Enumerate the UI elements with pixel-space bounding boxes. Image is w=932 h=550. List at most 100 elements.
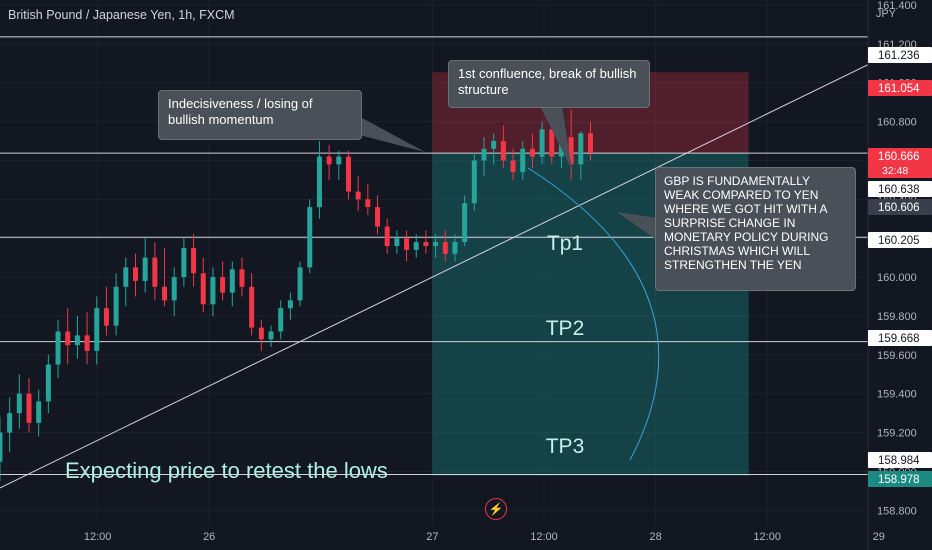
candle-body[interactable] (404, 238, 410, 250)
candle-body[interactable] (442, 242, 448, 254)
candle-body[interactable] (123, 267, 129, 287)
candle-body[interactable] (142, 257, 148, 281)
candle-body[interactable] (307, 207, 313, 268)
price-label-box[interactable] (868, 47, 932, 63)
candle-body[interactable] (210, 277, 216, 305)
x-tick-label: 29 (873, 531, 885, 543)
candle-body[interactable] (287, 300, 293, 309)
y-tick-label: 160.000 (877, 272, 917, 284)
candle-body[interactable] (191, 247, 197, 274)
candle-body[interactable] (365, 199, 371, 208)
tp1-label: Tp1 (547, 232, 583, 255)
candle-body[interactable] (26, 393, 32, 423)
candle-body[interactable] (500, 141, 506, 161)
candle-body[interactable] (113, 286, 119, 326)
candle-body[interactable] (481, 148, 487, 161)
candle-body[interactable] (588, 133, 593, 153)
y-tick-label: 159.800 (877, 311, 917, 323)
symbol-header[interactable]: British Pound / Japanese Yen, 1h, FXCM (8, 8, 235, 22)
candle-body[interactable] (55, 331, 61, 365)
candle-body[interactable] (171, 277, 177, 301)
candle-body[interactable] (491, 141, 497, 149)
candle-body[interactable] (152, 257, 158, 287)
candle-body[interactable] (433, 242, 439, 246)
callout-fundamental[interactable]: GBP IS FUNDAMENTALLY WEAK COMPARED TO YE… (655, 167, 856, 291)
candle-body[interactable] (103, 308, 109, 326)
price-label-value: 161.054 (878, 83, 920, 95)
x-tick-label: 28 (649, 531, 661, 543)
candle-body[interactable] (200, 273, 206, 305)
callout-indecisiveness[interactable]: Indecisiveness / losing of bullish momen… (158, 90, 362, 140)
price-label-value: 160.606 (878, 202, 920, 214)
price-label-value: 158.978 (878, 474, 920, 486)
price-label-box[interactable] (868, 148, 932, 178)
candle-body[interactable] (16, 393, 22, 414)
candle-body[interactable] (7, 413, 13, 433)
candle-body[interactable] (220, 277, 226, 293)
candle-body[interactable] (84, 335, 90, 351)
price-label-box[interactable] (868, 330, 932, 346)
y-tick-label: 159.400 (877, 389, 917, 401)
price-label-box[interactable] (868, 199, 932, 215)
price-label-box[interactable] (868, 181, 932, 197)
candle-body[interactable] (249, 286, 255, 328)
candle-body[interactable] (423, 242, 429, 246)
candle-body[interactable] (471, 160, 477, 204)
trendline[interactable] (0, 19, 932, 495)
price-label-box[interactable] (868, 452, 932, 468)
candle-body[interactable] (65, 331, 71, 346)
currency-label: JPY (875, 8, 896, 20)
candle-body[interactable] (74, 335, 80, 346)
candle-body[interactable] (413, 242, 419, 250)
price-label-box[interactable] (868, 471, 932, 487)
candle-body[interactable] (520, 148, 526, 173)
x-tick-label: 26 (203, 531, 215, 543)
candle-body[interactable] (229, 269, 235, 293)
tp3-label: TP3 (546, 435, 585, 458)
candle-body[interactable] (384, 226, 390, 246)
candle-body[interactable] (36, 401, 42, 423)
price-label-value: 159.668 (878, 333, 920, 345)
y-tick-label: 159.600 (877, 350, 917, 362)
candle-body[interactable] (316, 156, 322, 208)
candle-body[interactable] (452, 242, 458, 254)
price-label-value: 160.205 (878, 235, 920, 247)
lightning-icon[interactable]: ⚡ (485, 498, 507, 520)
projection-arc[interactable] (527, 167, 660, 461)
candle-body[interactable] (132, 267, 138, 281)
candle-body[interactable] (162, 286, 168, 301)
candle-body[interactable] (539, 129, 545, 157)
candle-body[interactable] (268, 331, 274, 340)
candle-body[interactable] (258, 327, 264, 340)
y-tick-label: 160.800 (877, 117, 917, 129)
tp2-label: TP2 (546, 317, 585, 340)
callout-fundamental-pointer (617, 212, 657, 240)
candle-body[interactable] (578, 133, 584, 165)
candle-body[interactable] (394, 238, 400, 246)
price-label-value: 160.666 (878, 151, 920, 163)
price-label-box[interactable] (868, 232, 932, 248)
candle-body[interactable] (239, 269, 245, 287)
callout-confluence[interactable]: 1st confluence, break of bullish structu… (448, 60, 650, 108)
candle-body[interactable] (181, 247, 187, 278)
candle-body[interactable] (345, 156, 351, 192)
candle-body[interactable] (94, 308, 100, 351)
candle-body[interactable] (549, 129, 555, 157)
candle-body[interactable] (0, 432, 3, 462)
candle-body[interactable] (326, 156, 332, 165)
candle-body[interactable] (297, 267, 303, 301)
price-label-value: 161.236 (878, 50, 920, 62)
candle-body[interactable] (278, 308, 284, 332)
callout-confluence-pointer (540, 106, 572, 170)
candle-body[interactable] (510, 160, 516, 173)
candle-body[interactable] (355, 191, 361, 200)
candle-body[interactable] (45, 364, 51, 402)
candle-body[interactable] (568, 137, 574, 165)
candle-body[interactable] (529, 148, 535, 157)
candle-body[interactable] (462, 203, 468, 243)
candle-body[interactable] (336, 156, 342, 165)
price-label-countdown: 32:48 (882, 165, 908, 177)
price-label-box[interactable] (868, 80, 932, 96)
candle-body[interactable] (375, 207, 381, 227)
